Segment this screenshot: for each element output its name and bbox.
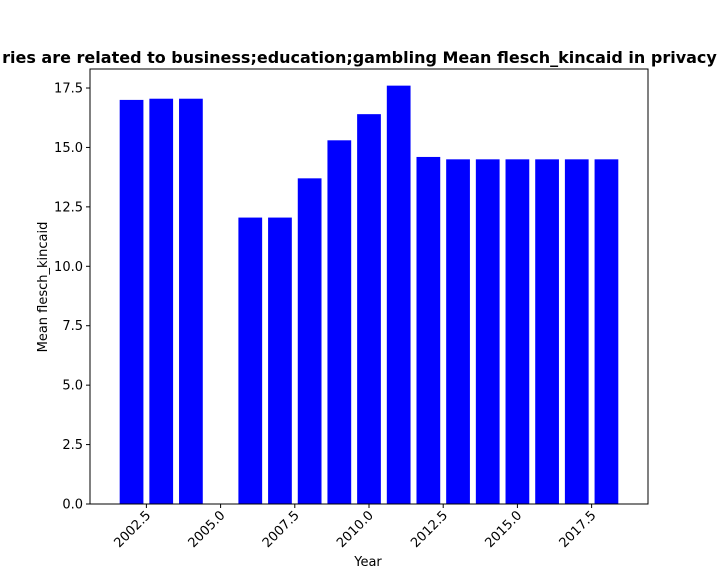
bar-2007 bbox=[268, 217, 292, 504]
bar-2017 bbox=[564, 159, 589, 504]
y-axis-label: Mean flesch_kincaid bbox=[36, 222, 51, 353]
bar-2015 bbox=[505, 159, 530, 504]
bar-2009 bbox=[327, 140, 352, 504]
bars-group bbox=[119, 85, 619, 505]
bar-2002 bbox=[119, 99, 144, 505]
bar-2012 bbox=[416, 156, 441, 504]
bar-2008 bbox=[297, 178, 322, 504]
x-tick-label: 2012.5 bbox=[408, 508, 451, 551]
x-tick-label: 2005.0 bbox=[186, 508, 229, 551]
y-tick-label: 15.0 bbox=[54, 141, 83, 156]
bar-2014 bbox=[475, 159, 500, 504]
bar-2006 bbox=[238, 217, 263, 504]
x-axis-ticks: 2002.5 2005.0 2007.5 2010.0 2012.5 2015.0 2017… bbox=[111, 504, 599, 551]
x-tick-label: 2002.5 bbox=[111, 508, 154, 551]
x-axis-label: Year bbox=[353, 555, 382, 570]
y-tick-label: 12.5 bbox=[54, 200, 83, 215]
y-tick-label: 5.0 bbox=[62, 379, 83, 394]
bar-2003 bbox=[149, 98, 174, 505]
y-tick-label: 2.5 bbox=[62, 438, 83, 453]
bar-2013 bbox=[446, 159, 470, 504]
bar-2011 bbox=[386, 85, 411, 504]
y-axis-ticks: 0.0 2.5 5.0 7.5 10.0 12.5 15.0 17.5 bbox=[54, 82, 90, 513]
y-tick-label: 10.0 bbox=[54, 260, 83, 275]
y-tick-label: 0.0 bbox=[62, 498, 83, 513]
y-tick-label: 17.5 bbox=[54, 82, 83, 97]
y-tick-label: 7.5 bbox=[62, 319, 83, 334]
bar-2018 bbox=[594, 159, 619, 504]
x-tick-label: 2010.0 bbox=[334, 508, 377, 551]
chart-title: ries are related to business;education;g… bbox=[2, 48, 720, 67]
x-tick-label: 2015.0 bbox=[482, 508, 525, 551]
x-tick-label: 2017.5 bbox=[557, 508, 600, 551]
bar-2004 bbox=[179, 98, 203, 505]
bar-2010 bbox=[357, 114, 381, 504]
x-tick-label: 2007.5 bbox=[260, 508, 303, 551]
bar-2016 bbox=[535, 159, 559, 504]
